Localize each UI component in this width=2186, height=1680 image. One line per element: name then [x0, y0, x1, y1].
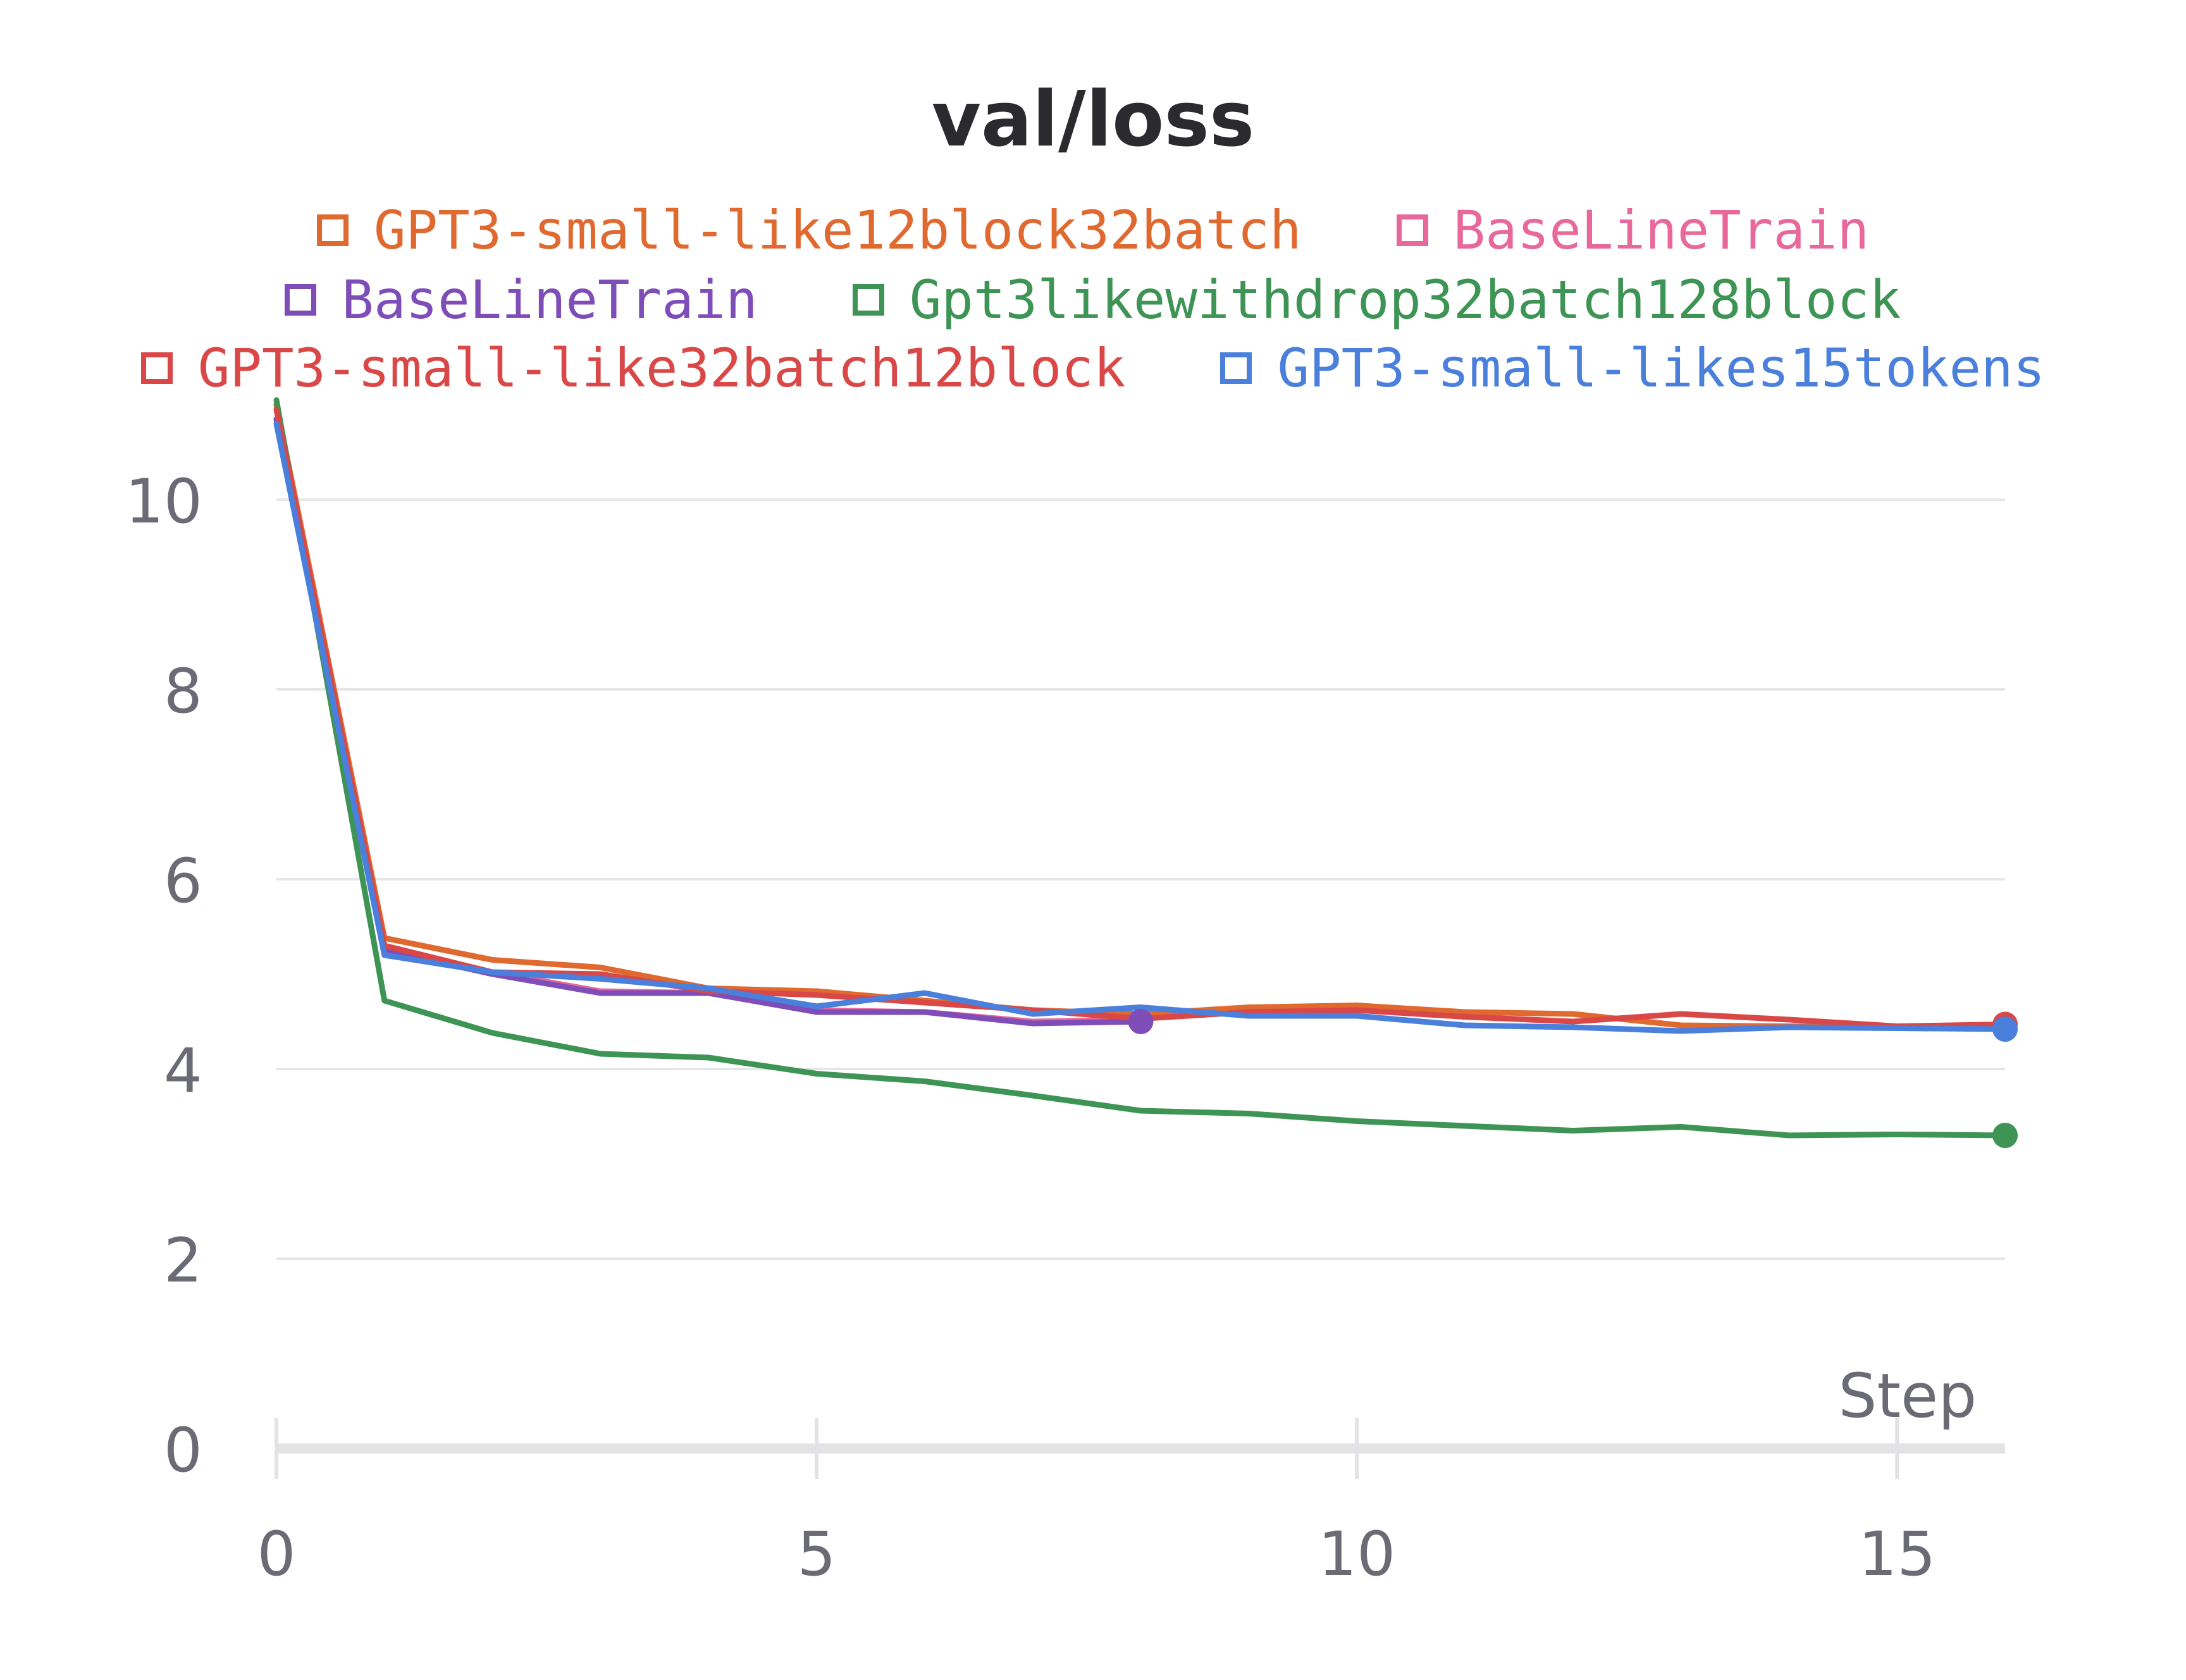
- series-line-5: [273, 421, 2008, 1034]
- x-tick-label: 15: [1858, 1519, 1936, 1590]
- legend-swatch-icon: [316, 214, 349, 246]
- legend-swatch-icon: [285, 284, 317, 316]
- legend-row: BaseLineTrain Gpt3likewithdrop32batch128…: [0, 273, 2186, 326]
- legend-label: GPT3-small-like32batch12block: [197, 337, 1126, 399]
- legend-label: BaseLineTrain: [342, 269, 758, 331]
- end-point-marker: [1992, 1016, 2018, 1042]
- y-tick-label: 0: [164, 1415, 202, 1486]
- end-point-marker: [1992, 1123, 2018, 1148]
- legend-item[interactable]: BaseLineTrain: [285, 269, 758, 331]
- series-line-1: [273, 416, 1144, 1025]
- legend-item[interactable]: BaseLineTrain: [1396, 199, 1870, 261]
- x-tick-label: 0: [257, 1519, 295, 1590]
- legend-item[interactable]: GPT3-small-like12block32batch: [316, 199, 1302, 261]
- y-tick-label: 2: [164, 1225, 202, 1296]
- y-tick-label: 8: [164, 656, 202, 727]
- legend-label: BaseLineTrain: [1453, 199, 1870, 261]
- legend-swatch-icon: [852, 284, 884, 316]
- legend-item[interactable]: GPT3-small-like32batch12block: [140, 337, 1126, 399]
- y-tick-label: 4: [164, 1035, 202, 1106]
- legend-item[interactable]: GPT3-small-likes15tokens: [1220, 342, 2045, 395]
- y-tick-label: 6: [164, 846, 202, 917]
- x-tick-label: 5: [798, 1519, 836, 1590]
- series-line-2: [273, 416, 1144, 1027]
- x-tick-label: 10: [1318, 1519, 1395, 1590]
- chart-title: val/loss: [931, 76, 1255, 164]
- legend-row: GPT3-small-like32batch12block GPT3-small…: [0, 342, 2186, 395]
- series-line-4: [273, 407, 2008, 1029]
- legend-label: GPT3-small-like12block32batch: [373, 199, 1302, 261]
- y-tick-label: 10: [125, 466, 202, 537]
- legend-item[interactable]: Gpt3likewithdrop32batch128block: [852, 269, 1901, 331]
- legend-swatch-icon: [140, 352, 173, 384]
- legend-row: GPT3-small-like12block32batch BaseLineTr…: [0, 204, 2186, 257]
- legend-label: Gpt3likewithdrop32batch128block: [909, 269, 1901, 331]
- legend-swatch-icon: [1220, 352, 1252, 384]
- series-line-3: [273, 397, 2008, 1139]
- legend-label: GPT3-small-likes15tokens: [1277, 337, 2046, 399]
- legend-swatch-icon: [1396, 214, 1428, 246]
- x-axis-label: Step: [1838, 1361, 1977, 1431]
- series-line-0: [273, 402, 2008, 1030]
- end-point-marker: [1128, 1009, 1154, 1034]
